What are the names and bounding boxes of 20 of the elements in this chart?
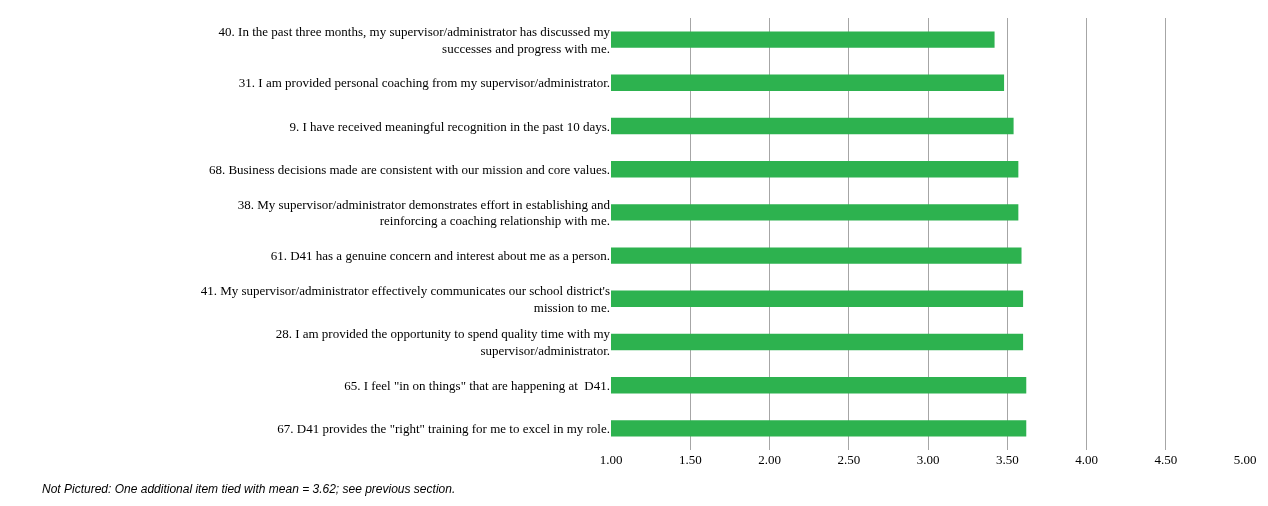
x-tick-label: 1.50 <box>678 452 702 467</box>
y-tick-label: 68. Business decisions made are consistent with our mission and core values. <box>208 161 610 177</box>
y-tick-label: 38. My supervisor/administrator demonstrates effort in establishing and reinforcing a coaching relationship with me. <box>237 196 611 229</box>
y-tick-label: 67. D41 provides the "right" training for me to excel in my role. <box>277 420 610 436</box>
y-tick-label: 40. In the past three months, my supervisor/administrator has discussed my successes and progress with me. <box>218 23 611 56</box>
y-tick-label: 65. I feel "in on things" that are happening at D41. <box>344 377 610 393</box>
y-tick-label: 28. I am provided the opportunity to spend quality time with my supervisor/administrator. <box>275 326 611 358</box>
x-tick-label: 3.00 <box>916 452 940 467</box>
y-tick-label: 9. I have received meaningful recognition in the past 10 days. <box>289 118 610 134</box>
x-tick-label: 4.50 <box>1154 452 1178 467</box>
y-tick-label: 41. My supervisor/administrator effectively communicates our school district's mission to me. <box>200 282 610 315</box>
x-tick-label: 5.00 <box>1233 452 1257 467</box>
x-tick-label: 2.50 <box>837 452 861 467</box>
x-tick-label: 4.00 <box>1075 452 1098 467</box>
text: Not Pictured: One additional item tied with mean = 3.62; see previous section. <box>42 482 456 496</box>
x-tick-label: 3.50 <box>995 452 1019 467</box>
y-tick-label: 31. I am provided personal coaching from my supervisor/administrator. <box>238 75 610 91</box>
x-tick-label: 2.00 <box>758 452 781 467</box>
y-tick-label: 61. D41 has a genuine concern and interest about me as a person. <box>270 248 610 264</box>
x-tick-label: 1.00 <box>599 452 623 467</box>
